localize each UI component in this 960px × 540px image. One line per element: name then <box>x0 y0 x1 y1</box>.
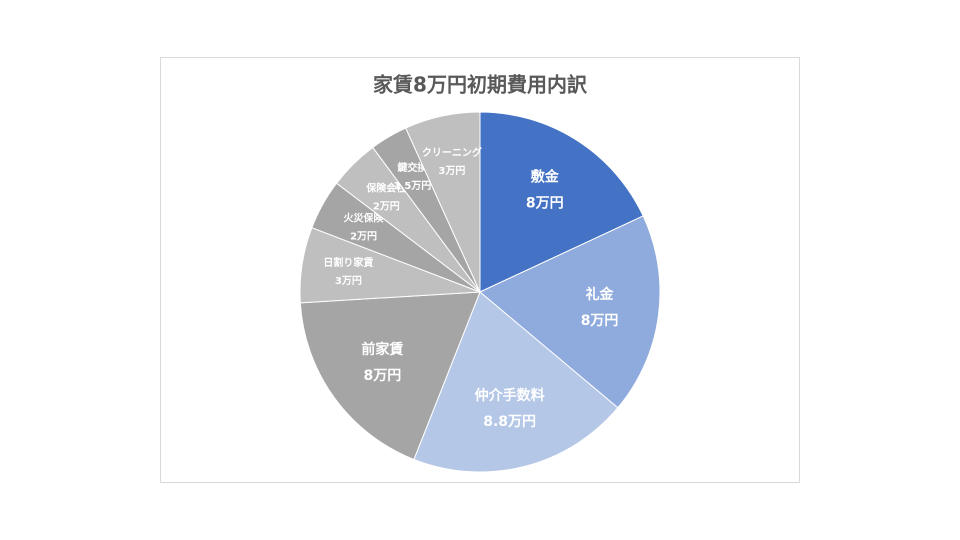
value-label: 8万円 <box>581 313 619 329</box>
slice-label: 礼金 <box>586 286 615 303</box>
value-label: 8.8万円 <box>483 414 536 430</box>
slice-label: 仲介手数料 <box>475 387 545 404</box>
value-label: 2万円 <box>373 200 400 212</box>
slice-label: 鍵交換 <box>397 161 428 174</box>
value-label: 2万円 <box>350 230 377 242</box>
slice-label: 火災保険 <box>344 211 385 224</box>
pie-slice <box>479 215 661 409</box>
slice-label: 前家賃 <box>361 341 403 358</box>
value-label: 3万円 <box>438 165 465 177</box>
value-label: 8万円 <box>526 195 564 211</box>
slice-label: 日割り家賃 <box>323 256 373 269</box>
value-label: 3万円 <box>335 275 362 287</box>
chart-title: 家賃8万円初期費用内訳 <box>373 73 588 97</box>
value-label: 8万円 <box>364 368 402 384</box>
pie-slice <box>299 291 481 461</box>
slice-label: 保険会社 <box>365 181 406 194</box>
pie-slice <box>479 111 644 293</box>
slice-label: 敷金 <box>531 168 560 185</box>
pie-slice <box>413 291 619 473</box>
value-label: 1.5万円 <box>394 180 432 192</box>
pie-slice <box>405 111 481 293</box>
slice-label: クリーニング <box>422 146 482 159</box>
